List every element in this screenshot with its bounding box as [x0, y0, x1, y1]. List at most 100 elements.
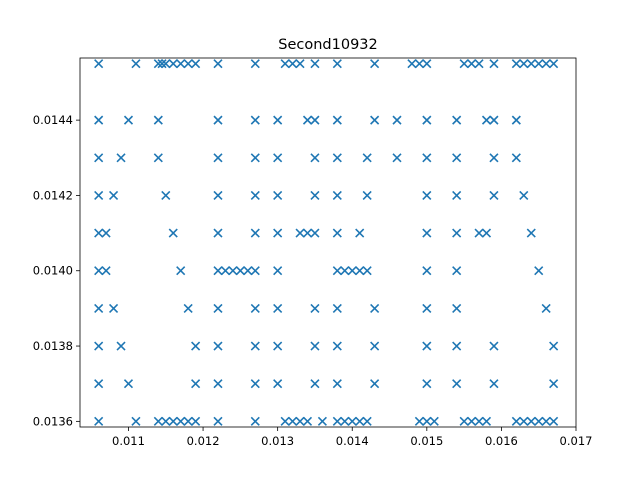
data-point: [235, 266, 245, 276]
data-point: [94, 153, 104, 163]
data-point: [288, 416, 298, 426]
data-point: [157, 59, 167, 69]
data-point: [355, 228, 365, 238]
data-point: [407, 59, 417, 69]
data-point: [228, 266, 238, 276]
data-point: [332, 59, 342, 69]
data-point: [355, 266, 365, 276]
data-point: [94, 341, 104, 351]
x-tick-label: 0.017: [560, 434, 593, 448]
data-point: [220, 266, 231, 276]
data-point: [101, 228, 111, 238]
data-point: [250, 115, 260, 125]
data-point: [295, 59, 305, 69]
data-point: [280, 59, 290, 69]
data-point: [317, 416, 327, 426]
data-point: [131, 59, 141, 69]
data-point: [549, 416, 559, 426]
data-point: [273, 379, 283, 389]
y-tick-label: 0.0136: [33, 414, 73, 428]
data-point: [191, 341, 201, 351]
data-point: [489, 59, 499, 69]
data-point: [213, 190, 223, 200]
data-point: [511, 115, 521, 125]
data-point: [452, 190, 462, 200]
data-point: [541, 59, 551, 69]
data-point: [161, 59, 171, 69]
x-tick-label: 0.014: [336, 434, 369, 448]
data-point: [414, 416, 424, 426]
data-point: [452, 266, 462, 276]
y-tick-label: 0.0144: [33, 113, 73, 127]
data-point: [526, 228, 536, 238]
data-point: [116, 153, 126, 163]
data-point: [161, 416, 171, 426]
data-point: [511, 59, 521, 69]
data-point: [362, 266, 372, 276]
data-point: [168, 416, 178, 426]
data-point: [534, 416, 544, 426]
data-point: [362, 190, 372, 200]
data-point: [340, 416, 350, 426]
data-point: [347, 266, 357, 276]
data-point: [302, 115, 313, 125]
data-point: [295, 416, 305, 426]
data-point: [94, 190, 104, 200]
data-point: [370, 59, 380, 69]
data-point: [481, 115, 492, 125]
data-point: [340, 266, 350, 276]
data-point: [213, 115, 223, 125]
data-point: [94, 303, 104, 313]
x-tick-label: 0.015: [410, 434, 443, 448]
data-point: [213, 266, 223, 276]
data-point: [332, 341, 342, 351]
data-point: [370, 303, 380, 313]
data-point: [511, 416, 521, 426]
data-point: [94, 379, 104, 389]
data-point: [250, 379, 260, 389]
data-point: [168, 228, 178, 238]
data-point: [489, 379, 499, 389]
data-point: [452, 341, 462, 351]
data-point: [176, 266, 186, 276]
data-point: [123, 379, 134, 389]
y-tick-label: 0.0140: [33, 264, 73, 278]
data-point: [250, 153, 260, 163]
data-point: [355, 416, 365, 426]
data-point: [153, 115, 163, 125]
data-point: [273, 153, 283, 163]
data-point: [347, 416, 357, 426]
data-point: [191, 416, 201, 426]
data-point: [273, 303, 283, 313]
data-point: [250, 190, 260, 200]
y-axis: 0.0136 0.0138 0.0140 0.0142 0.0144: [33, 113, 80, 428]
data-point: [511, 153, 521, 163]
data-point: [310, 153, 320, 163]
data-point: [273, 115, 283, 125]
data-point: [280, 416, 290, 426]
data-point: [94, 115, 104, 125]
data-point: [459, 59, 469, 69]
data-point: [153, 416, 163, 426]
data-point: [153, 153, 163, 163]
data-point: [108, 190, 119, 200]
data-point: [94, 228, 104, 238]
data-point: [131, 416, 141, 426]
data-point: [549, 59, 559, 69]
x-axis: 0.011 0.012 0.013 0.014 0.015 0.016 0.017: [112, 427, 592, 448]
data-point: [273, 190, 283, 200]
data-point: [332, 266, 342, 276]
data-point: [422, 266, 432, 276]
data-point: [370, 115, 380, 125]
data-point: [302, 416, 313, 426]
data-point: [452, 379, 462, 389]
data-point: [370, 379, 380, 389]
data-points: [94, 59, 559, 426]
data-point: [474, 59, 484, 69]
data-point: [392, 115, 402, 125]
data-point: [183, 59, 193, 69]
data-point: [273, 341, 283, 351]
y-tick-label: 0.0138: [33, 339, 73, 353]
data-point: [191, 59, 201, 69]
data-point: [295, 228, 305, 238]
